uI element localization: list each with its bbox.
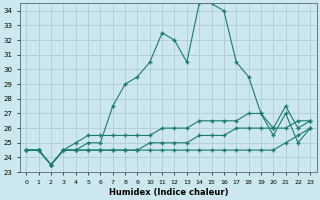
X-axis label: Humidex (Indice chaleur): Humidex (Indice chaleur) <box>108 188 228 197</box>
